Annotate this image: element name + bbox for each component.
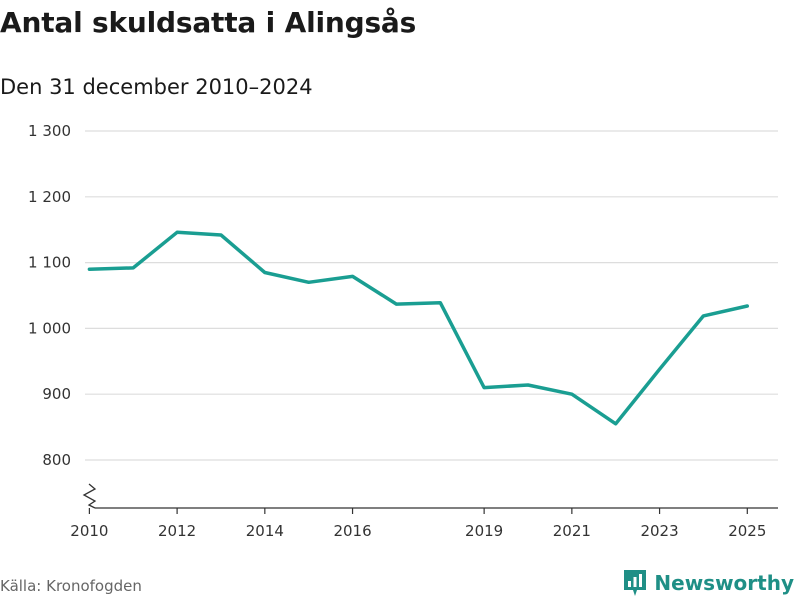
newsworthy-logo-icon xyxy=(624,570,647,596)
x-tick-label-2023: 2023 xyxy=(640,522,678,540)
brand-logo: Newsworthy xyxy=(622,568,794,598)
chart-subtitle: Den 31 december 2010–2024 xyxy=(0,75,313,99)
chart-title: Antal skuldsatta i Alingsås xyxy=(0,6,417,39)
x-tick-label-2021: 2021 xyxy=(553,522,591,540)
data-point-2011 xyxy=(131,266,135,270)
data-point-2017 xyxy=(394,302,398,306)
y-tick-label-900: 900 xyxy=(42,385,71,403)
data-point-2019 xyxy=(482,386,486,390)
x-tick-label-2010: 2010 xyxy=(70,522,108,540)
x-axis xyxy=(82,483,778,509)
y-tick-label-1000: 1 000 xyxy=(28,319,71,337)
data-point-2013 xyxy=(219,233,223,237)
data-point-2014 xyxy=(263,270,267,274)
x-tick-label-2012: 2012 xyxy=(158,522,196,540)
axis-break-icon xyxy=(82,483,97,509)
data-point-2016 xyxy=(351,274,355,278)
y-tick-label-1200: 1 200 xyxy=(28,188,71,206)
y-tick-label-1100: 1 100 xyxy=(28,254,71,272)
data-point-2024 xyxy=(701,314,705,318)
x-tick-label-2019: 2019 xyxy=(465,522,503,540)
x-axis-ticks: 2010 2012 2014 2016 2019 2021 2023 2025 xyxy=(70,508,766,540)
x-tick-label-2014: 2014 xyxy=(246,522,284,540)
source-note: Källa: Kronofogden xyxy=(0,577,142,595)
x-tick-label-2025: 2025 xyxy=(728,522,766,540)
data-point-2020 xyxy=(526,383,530,387)
data-point-2023 xyxy=(658,367,662,371)
gridlines xyxy=(85,130,778,461)
x-tick-label-2016: 2016 xyxy=(333,522,371,540)
y-axis-tick-labels: 800 900 1 000 1 100 1 200 1 300 xyxy=(28,122,71,469)
brand-name: Newsworthy xyxy=(654,571,794,595)
data-point-2025 xyxy=(745,304,749,308)
y-tick-label-800: 800 xyxy=(42,451,71,469)
data-point-2021 xyxy=(570,392,574,396)
data-point-2015 xyxy=(307,280,311,284)
series-line xyxy=(87,230,750,426)
data-point-2018 xyxy=(438,301,442,305)
data-point-2010 xyxy=(87,267,91,271)
data-point-2012 xyxy=(175,230,179,234)
data-point-2022 xyxy=(614,422,618,426)
y-tick-label-1300: 1 300 xyxy=(28,122,71,140)
